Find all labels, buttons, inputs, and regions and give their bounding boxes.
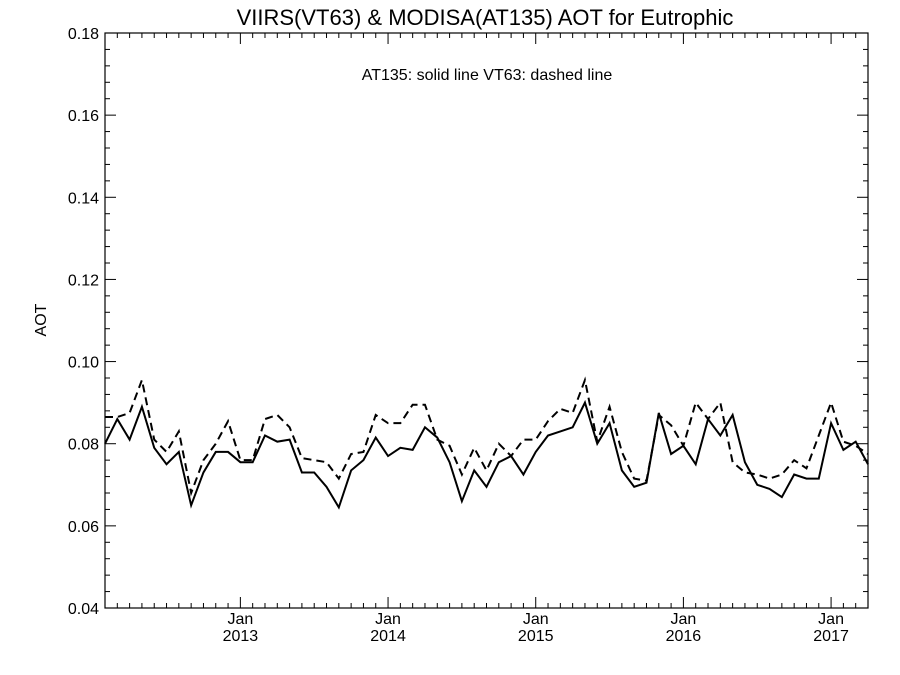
x-tick-label-year: 2017 bbox=[813, 628, 849, 645]
x-tick-label-month: Jan bbox=[818, 611, 844, 628]
x-tick-label-month: Jan bbox=[227, 611, 253, 628]
y-tick-label: 0.14 bbox=[68, 190, 99, 207]
series-layer bbox=[104, 376, 869, 510]
x-tick-label-year: 2013 bbox=[223, 628, 259, 645]
axes: 0.040.060.080.100.120.140.160.18Jan2013J… bbox=[68, 26, 869, 645]
y-axis-label: AOT bbox=[33, 303, 50, 336]
x-tick-label-year: 2014 bbox=[370, 628, 406, 645]
chart-title: VIIRS(VT63) & MODISA(AT135) AOT for Eutr… bbox=[237, 5, 734, 30]
y-tick-label: 0.04 bbox=[68, 601, 99, 618]
x-tick-label-year: 2015 bbox=[518, 628, 554, 645]
y-tick-label: 0.18 bbox=[68, 26, 99, 43]
y-tick-label: 0.06 bbox=[68, 519, 99, 536]
series-line-vt63 bbox=[105, 376, 869, 497]
series-line-at135 bbox=[104, 399, 869, 510]
x-tick-label-month: Jan bbox=[523, 611, 549, 628]
y-tick-label: 0.16 bbox=[68, 108, 99, 125]
x-tick-label-year: 2016 bbox=[666, 628, 702, 645]
plot-frame bbox=[104, 32, 869, 609]
y-tick-label: 0.10 bbox=[68, 355, 99, 372]
x-tick-label-month: Jan bbox=[375, 611, 401, 628]
y-tick-label: 0.08 bbox=[68, 437, 99, 454]
y-tick-label: 0.12 bbox=[68, 272, 99, 289]
x-tick-label-month: Jan bbox=[671, 611, 697, 628]
series-annotation: AT135: solid line VT63: dashed line bbox=[362, 67, 613, 84]
